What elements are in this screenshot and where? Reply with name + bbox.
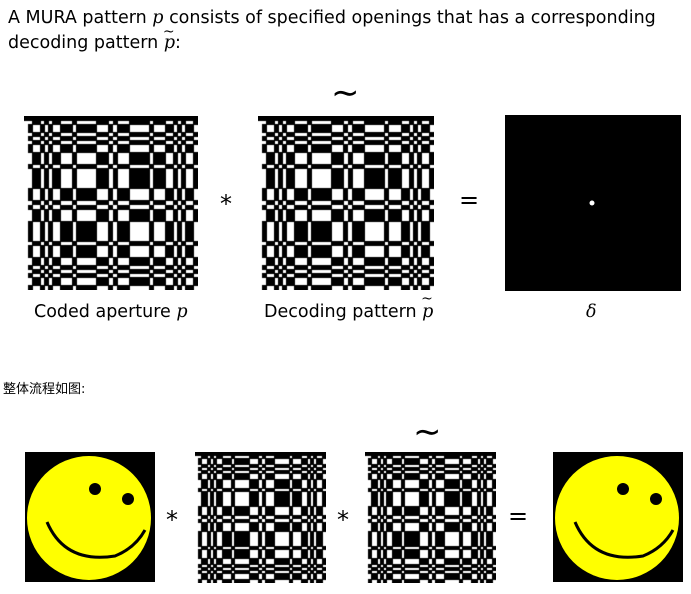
intro-line-2: decoding pattern ~ p: xyxy=(8,24,656,56)
convolution-operator-1: * xyxy=(166,506,178,534)
caption-coded-aperture: Coded aperture p xyxy=(34,302,188,322)
p-tilde-symbol: ~ p xyxy=(162,24,176,53)
tilde-symbol: ∼ xyxy=(331,73,360,113)
smiley-mouth xyxy=(573,521,675,559)
delta-response-image xyxy=(505,115,681,291)
smiley-right-eye xyxy=(650,493,662,505)
smiley-left-eye xyxy=(617,483,629,495)
decoding-pattern-2 xyxy=(365,452,496,583)
convolution-operator-2: * xyxy=(337,506,349,534)
coded-aperture-pattern xyxy=(24,116,198,290)
equals-operator: = xyxy=(459,186,480,214)
intro-line-1: A MURA pattern p consists of specified o… xyxy=(8,8,656,28)
smiley-output-image xyxy=(553,452,683,582)
intro-paragraph: A MURA pattern p consists of specified o… xyxy=(8,6,656,56)
equals-operator-2: = xyxy=(508,502,529,530)
tilde-symbol-2: ∼ xyxy=(413,412,442,452)
smiley-right-eye xyxy=(122,493,134,505)
smiley-input-image xyxy=(25,452,155,582)
smiley-left-eye xyxy=(89,483,101,495)
caption-decoding-pattern: Decoding pattern ~ p xyxy=(264,291,434,322)
smiley-face xyxy=(555,456,679,580)
smiley-mouth xyxy=(45,521,147,559)
smiley-face xyxy=(27,456,151,580)
coded-aperture-pattern-2 xyxy=(195,452,326,583)
flow-label: 整体流程如图: xyxy=(3,382,86,397)
caption-delta: δ xyxy=(586,302,597,322)
decoding-pattern xyxy=(258,116,434,290)
delta-point xyxy=(589,200,595,206)
convolution-operator: * xyxy=(220,190,232,218)
